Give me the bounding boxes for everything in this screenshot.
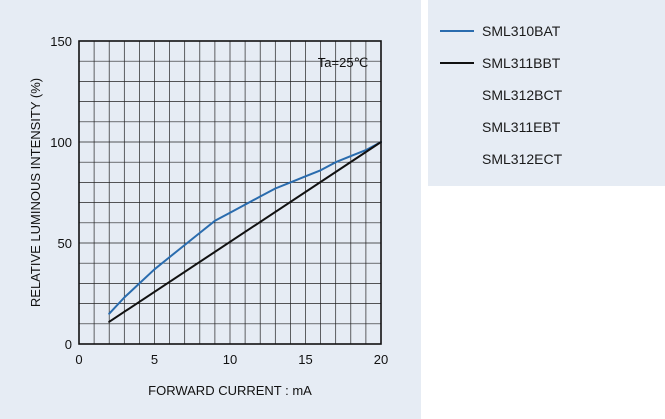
series-line-0 xyxy=(108,141,382,315)
legend-panel: SML310BAT SML311BBT SML312BCT SML311EBT SML3… xyxy=(428,0,665,186)
legend-swatch xyxy=(440,158,474,160)
legend-label: SML311BBT xyxy=(482,55,561,71)
y-axis-label: RELATIVE LUMINOUS INTENSITY (%) xyxy=(28,78,43,307)
legend-label: SML312ECT xyxy=(482,151,563,167)
legend-item: SML310BAT xyxy=(440,21,560,41)
legend-label: SML311EBT xyxy=(482,119,561,135)
x-tick-label: 0 xyxy=(75,352,82,367)
legend-item: SML311BBT xyxy=(440,53,560,73)
series-group xyxy=(108,141,382,323)
legend-swatch xyxy=(440,30,474,32)
y-tick-label: 0 xyxy=(65,337,72,352)
chart-svg: 0 5 10 15 20 0 50 100 150 Ta=25℃ FORWARD CURRENT… xyxy=(28,34,388,398)
x-tick-label: 10 xyxy=(223,352,237,367)
legend-swatch xyxy=(440,94,474,96)
condition-annotation: Ta=25℃ xyxy=(318,55,368,70)
legend-item: SML312ECT xyxy=(440,149,562,169)
legend-item: SML312BCT xyxy=(440,85,562,105)
y-tick-label: 50 xyxy=(58,236,72,251)
x-axis-label: FORWARD CURRENT : mA xyxy=(148,383,312,398)
legend-label: SML310BAT xyxy=(482,23,561,39)
plot-frame xyxy=(78,40,382,345)
tick-labels: 0 5 10 15 20 0 50 100 150 xyxy=(50,34,388,367)
y-tick-label: 150 xyxy=(50,34,72,49)
legend: SML310BAT SML311BBT SML312BCT SML311EBT SML3… xyxy=(440,0,660,186)
legend-swatch xyxy=(440,126,474,128)
x-tick-label: 15 xyxy=(298,352,312,367)
x-tick-label: 5 xyxy=(151,352,158,367)
y-tick-label: 100 xyxy=(50,135,72,150)
x-tick-label: 20 xyxy=(374,352,388,367)
series-line-1 xyxy=(108,141,382,323)
legend-item: SML311EBT xyxy=(440,117,560,137)
legend-swatch xyxy=(440,62,474,64)
legend-label: SML312BCT xyxy=(482,87,563,103)
